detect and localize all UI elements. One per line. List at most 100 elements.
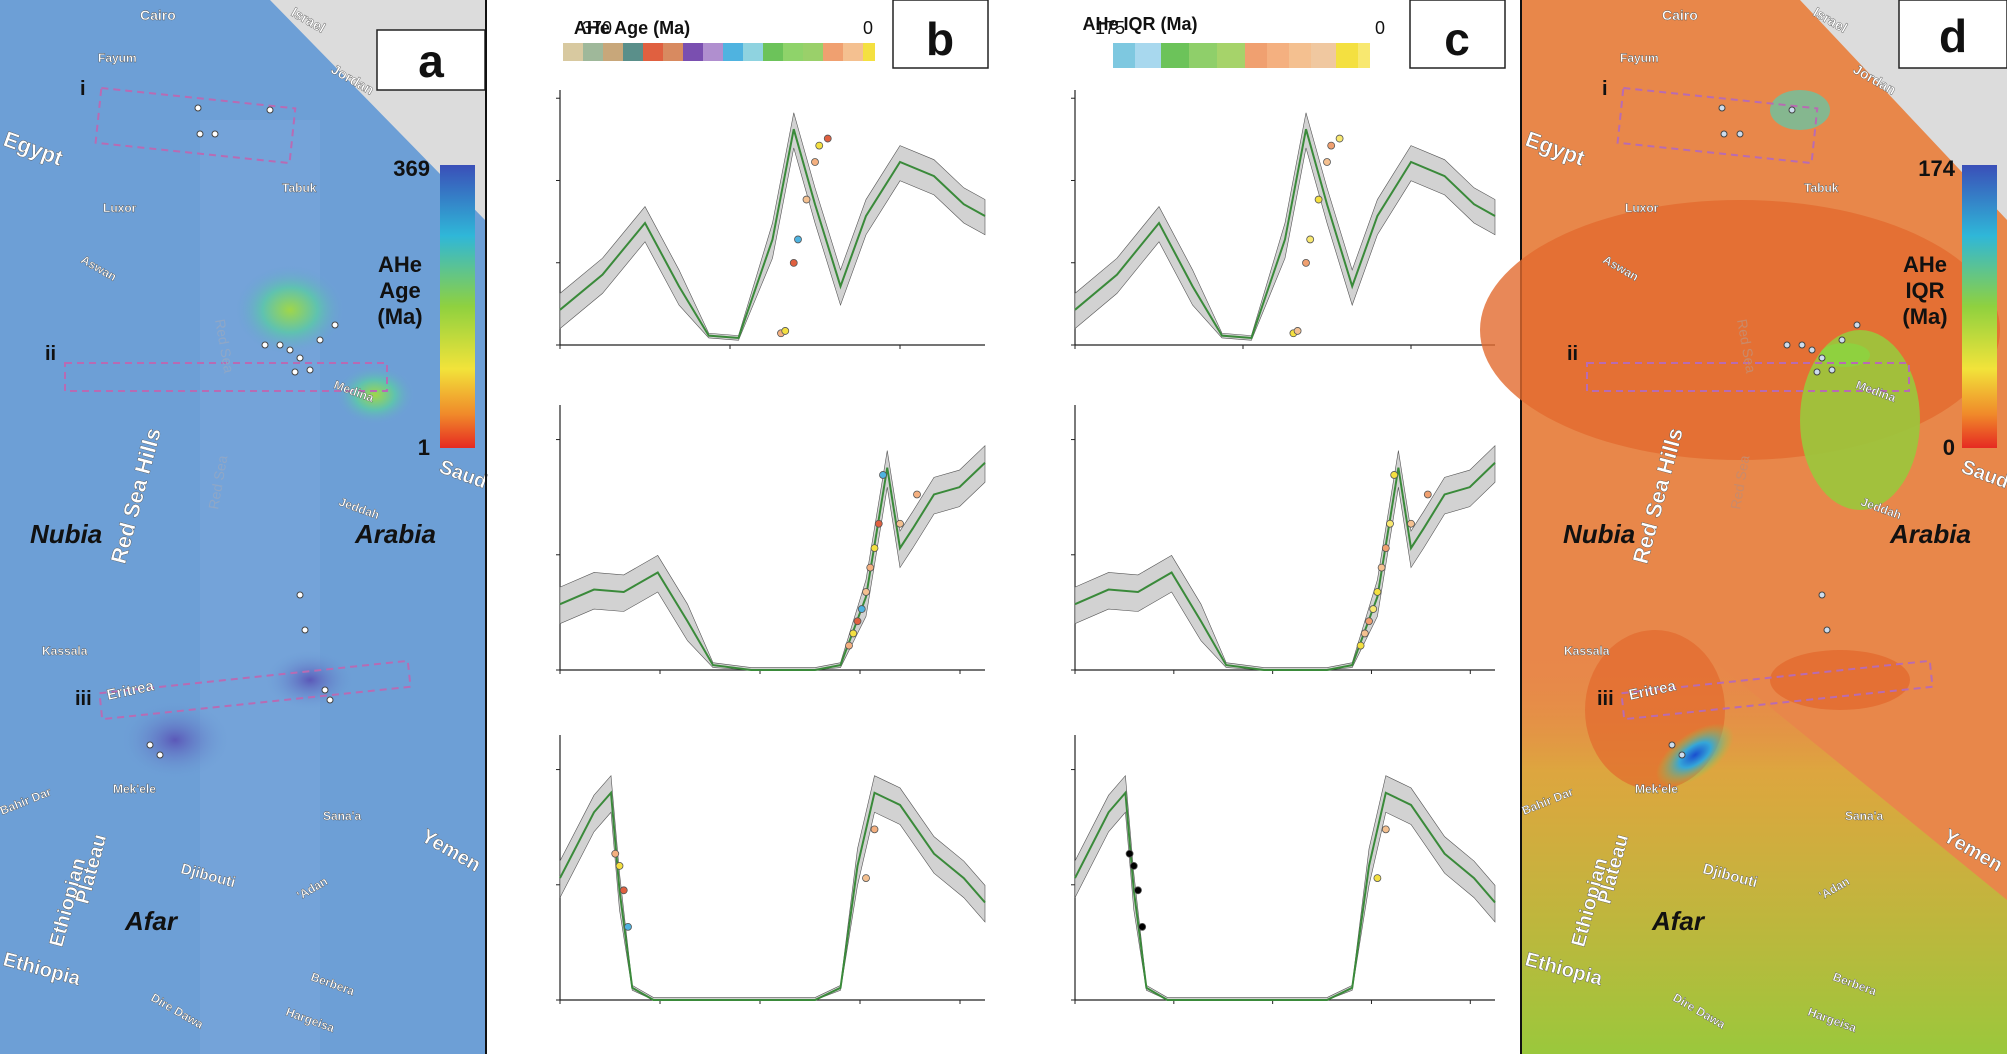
d-place-nubia: Nubia bbox=[1563, 519, 1635, 549]
panel-b-letter: b bbox=[926, 13, 954, 65]
panel-b-scale-title: AHe Age (Ma) bbox=[574, 18, 690, 38]
sample-point bbox=[1407, 519, 1415, 528]
panel-d-scale-title-1: AHe bbox=[1903, 252, 1947, 277]
d-place-kassala: Kassala bbox=[1564, 644, 1610, 658]
sample-point bbox=[1386, 519, 1394, 528]
sample-point bbox=[815, 141, 824, 150]
panel-c-letter-box bbox=[1409, 0, 1506, 69]
sample-point bbox=[857, 605, 866, 613]
sample-point bbox=[1129, 862, 1138, 870]
panel-a-scale-min: 1 bbox=[418, 435, 430, 460]
panel-b-scale-max: 370 bbox=[582, 18, 612, 38]
sample-point bbox=[853, 617, 862, 626]
sample-point bbox=[845, 641, 853, 650]
panel-c: AHe IQR (Ma) 175 0 c bbox=[1082, 0, 1506, 69]
panel-a-red-sea bbox=[200, 120, 320, 1054]
d-place-afar: Afar bbox=[1651, 906, 1706, 936]
sample-point bbox=[1373, 874, 1382, 882]
panel-d-scale-title-3: (Ma) bbox=[1902, 304, 1947, 329]
d-place-mekele: Mek'ele bbox=[1635, 782, 1678, 796]
panel-d-color-scale bbox=[1962, 165, 1997, 448]
sample-point bbox=[1138, 922, 1147, 931]
place-arabia: Arabia bbox=[354, 519, 436, 549]
sample-point bbox=[789, 258, 798, 267]
profile-label-ii: ii bbox=[45, 343, 56, 365]
sample-point bbox=[1314, 195, 1323, 204]
place-fayum: Fayum bbox=[98, 51, 137, 65]
panel-b: AHe Age (Ma) 370 0 b bbox=[563, 0, 989, 69]
uncertainty-band bbox=[559, 112, 986, 341]
panel-a-hotspot-eritrea bbox=[120, 700, 230, 780]
panel-a-color-scale bbox=[440, 165, 475, 448]
panel-a-land-north bbox=[0, 0, 485, 220]
sample-point bbox=[1365, 617, 1373, 626]
panel-d-scale-title-2: IQR bbox=[1905, 278, 1944, 303]
place-kassala: Kassala bbox=[42, 644, 88, 658]
panel-d-letter: d bbox=[1939, 10, 1967, 62]
best-fit-profile-line bbox=[1074, 128, 1496, 340]
sample-point bbox=[862, 874, 870, 882]
d-place-sanaa: Sana'a bbox=[1845, 809, 1884, 823]
place-afar: Afar bbox=[124, 906, 179, 936]
place-luxor: Luxor bbox=[103, 201, 137, 215]
sample-point bbox=[802, 195, 811, 204]
panel-d-profile-box-ii bbox=[1586, 362, 1910, 392]
sample-point bbox=[1125, 849, 1134, 858]
d-profile-label-iii: iii bbox=[1597, 688, 1614, 710]
sample-point bbox=[1302, 258, 1310, 267]
sample-point bbox=[870, 825, 879, 834]
place-mekele: Mek'ele bbox=[113, 782, 156, 796]
panel-d-land-north bbox=[1522, 0, 2007, 220]
d-place-cairo: Cairo bbox=[1662, 7, 1698, 23]
sample-point bbox=[1293, 327, 1302, 335]
sample-point bbox=[619, 886, 628, 895]
place-cairo: Cairo bbox=[140, 7, 176, 23]
panel-d-scale-max: 174 bbox=[1918, 156, 1955, 181]
profile-label-i: i bbox=[80, 78, 86, 100]
panel-d-orange-blob-2 bbox=[1770, 650, 1910, 710]
d-profile-label-i: i bbox=[1602, 78, 1608, 100]
panel-b-profile-iii bbox=[556, 735, 986, 1004]
panel-c-profile-ii bbox=[1071, 405, 1496, 674]
sample-point bbox=[862, 588, 870, 596]
panel-d-sample-points bbox=[1668, 104, 1861, 759]
sample-point bbox=[823, 134, 832, 143]
uncertainty-band bbox=[1074, 774, 1496, 1001]
d-place-luxor: Luxor bbox=[1625, 201, 1659, 215]
uncertainty-band bbox=[559, 445, 986, 671]
panel-a-sample-points bbox=[146, 104, 339, 759]
d-place-fayum: Fayum bbox=[1620, 51, 1659, 65]
panel-c-scale-max: 175 bbox=[1095, 18, 1125, 38]
sample-point bbox=[1381, 544, 1390, 552]
best-fit-profile-line bbox=[559, 462, 986, 671]
panel-a-hotspot-medina bbox=[335, 365, 415, 425]
sample-point bbox=[870, 544, 879, 552]
sample-point bbox=[1390, 471, 1399, 479]
sample-point bbox=[1356, 641, 1365, 650]
sample-point bbox=[1323, 158, 1331, 166]
uncertainty-band bbox=[1074, 444, 1496, 671]
sample-point bbox=[1377, 563, 1386, 572]
panel-c-letter: c bbox=[1444, 13, 1470, 65]
sample-point bbox=[896, 519, 904, 528]
panel-d-hotspot-north bbox=[1770, 90, 1830, 130]
sample-point bbox=[1306, 235, 1315, 244]
sample-point bbox=[1369, 605, 1378, 613]
panel-b-color-scale bbox=[563, 43, 875, 61]
panel-a-scale-max: 369 bbox=[393, 156, 430, 181]
sample-point bbox=[615, 862, 624, 870]
profile-charts bbox=[556, 90, 1496, 1004]
panel-b-profile-ii bbox=[556, 405, 986, 674]
panel-a-hotspot-green bbox=[235, 265, 345, 355]
panel-d-profile-box-i bbox=[1616, 86, 1819, 165]
sample-point bbox=[879, 471, 887, 479]
sample-point bbox=[1335, 134, 1344, 143]
sample-point bbox=[611, 849, 620, 858]
sample-point bbox=[794, 235, 802, 244]
best-fit-profile-line bbox=[1074, 462, 1496, 671]
best-fit-profile-line bbox=[559, 128, 986, 340]
panel-a-letter: a bbox=[418, 35, 444, 87]
panel-d-scale-min: 0 bbox=[1943, 435, 1955, 460]
profile-label-iii: iii bbox=[75, 688, 92, 710]
